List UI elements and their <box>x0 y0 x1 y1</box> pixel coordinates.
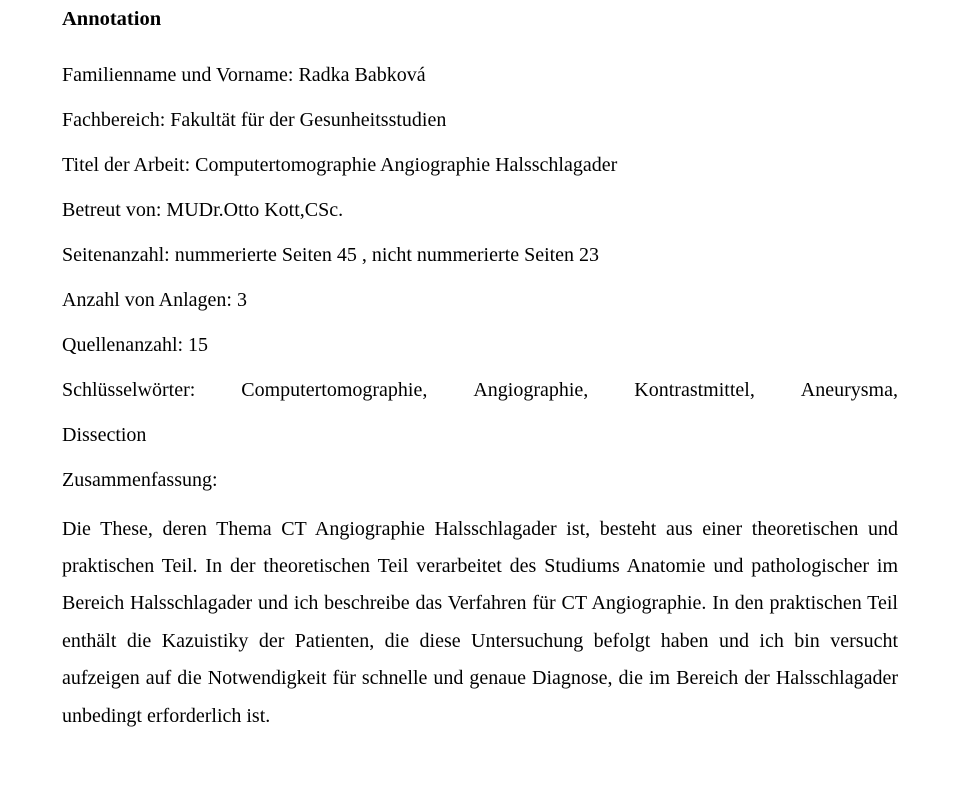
summary-body: Die These, deren Thema CT Angiographie H… <box>62 511 898 735</box>
document-page: Annotation Familienname und Vorname: Rad… <box>0 0 960 735</box>
keywords-label: Schlüsselwörter: <box>62 376 195 405</box>
keyword-4: Aneurysma, <box>801 376 898 405</box>
annotation-heading: Annotation <box>62 6 898 33</box>
keyword-3: Kontrastmittel, <box>634 376 755 405</box>
supervisor-line: Betreut von: MUDr.Otto Kott,CSc. <box>62 196 898 225</box>
department-line: Fachbereich: Fakultät für der Gesunheits… <box>62 106 898 135</box>
keywords-line-1: Schlüsselwörter: Computertomographie, An… <box>62 376 898 405</box>
keywords-line-2: Dissection <box>62 421 898 450</box>
summary-label: Zusammenfassung: <box>62 466 898 495</box>
keyword-2: Angiographie, <box>473 376 588 405</box>
sources-line: Quellenanzahl: 15 <box>62 331 898 360</box>
title-line: Titel der Arbeit: Computertomographie An… <box>62 151 898 180</box>
meta-block: Familienname und Vorname: Radka Babková … <box>62 61 898 360</box>
attachments-line: Anzahl von Anlagen: 3 <box>62 286 898 315</box>
name-line: Familienname und Vorname: Radka Babková <box>62 61 898 90</box>
keyword-1: Computertomographie, <box>241 376 427 405</box>
pages-line: Seitenanzahl: nummerierte Seiten 45 , ni… <box>62 241 898 270</box>
